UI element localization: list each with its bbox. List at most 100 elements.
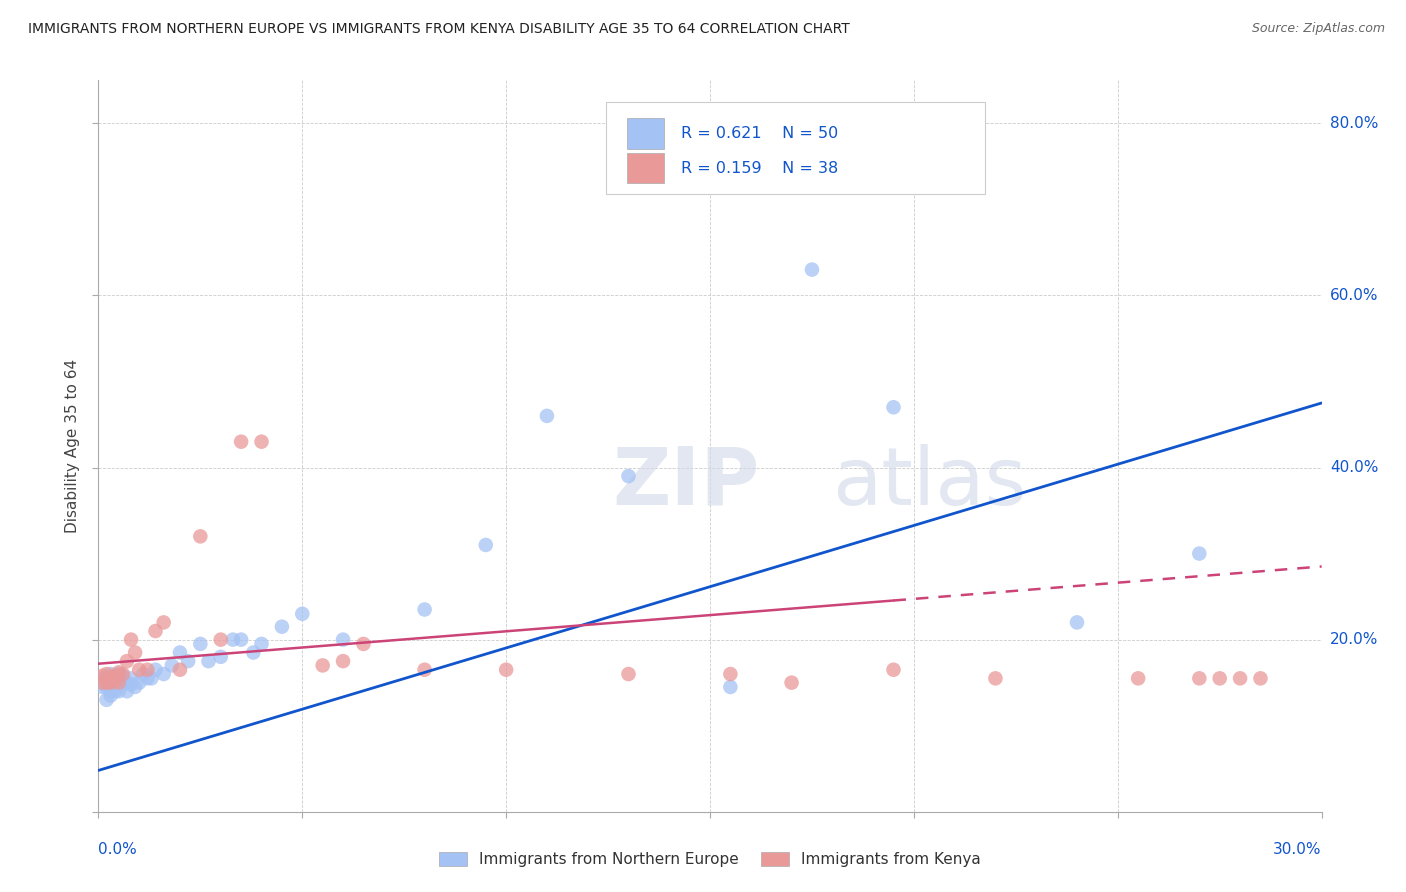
Point bbox=[128, 675, 150, 690]
Point bbox=[124, 680, 146, 694]
Point bbox=[96, 693, 118, 707]
Point bbox=[352, 637, 374, 651]
Text: 80.0%: 80.0% bbox=[1330, 116, 1378, 131]
Point bbox=[169, 646, 191, 660]
Point bbox=[222, 632, 245, 647]
Point bbox=[96, 667, 118, 681]
Point bbox=[96, 680, 118, 694]
Point bbox=[145, 624, 167, 638]
Point bbox=[120, 677, 142, 691]
Text: R = 0.159    N = 38: R = 0.159 N = 38 bbox=[681, 161, 838, 176]
Point bbox=[141, 671, 163, 685]
Point bbox=[197, 654, 219, 668]
Point bbox=[145, 663, 167, 677]
Point bbox=[108, 675, 131, 690]
Point bbox=[188, 529, 212, 543]
FancyBboxPatch shape bbox=[627, 153, 664, 184]
Point bbox=[250, 637, 273, 651]
Text: 30.0%: 30.0% bbox=[1274, 842, 1322, 857]
Point bbox=[177, 654, 200, 668]
Point bbox=[104, 684, 127, 698]
Point bbox=[1128, 671, 1150, 685]
Text: 20.0%: 20.0% bbox=[1330, 632, 1378, 647]
Point bbox=[801, 262, 824, 277]
Point bbox=[111, 669, 134, 683]
Text: atlas: atlas bbox=[832, 443, 1026, 522]
Point bbox=[231, 632, 253, 647]
Point bbox=[108, 684, 131, 698]
Legend: Immigrants from Northern Europe, Immigrants from Kenya: Immigrants from Northern Europe, Immigra… bbox=[433, 847, 987, 873]
Point bbox=[1249, 671, 1271, 685]
Point bbox=[111, 667, 134, 681]
Point bbox=[169, 663, 191, 677]
Point bbox=[231, 434, 253, 449]
Point bbox=[1209, 671, 1232, 685]
Point bbox=[115, 675, 138, 690]
Point bbox=[312, 658, 335, 673]
Point bbox=[91, 669, 114, 683]
Point bbox=[160, 658, 183, 673]
Point bbox=[883, 401, 905, 415]
Point bbox=[883, 663, 905, 677]
Point bbox=[209, 649, 232, 664]
Point bbox=[100, 684, 122, 698]
Point bbox=[96, 675, 118, 690]
Text: IMMIGRANTS FROM NORTHERN EUROPE VS IMMIGRANTS FROM KENYA DISABILITY AGE 35 TO 64: IMMIGRANTS FROM NORTHERN EUROPE VS IMMIG… bbox=[28, 22, 849, 37]
Point bbox=[128, 663, 150, 677]
FancyBboxPatch shape bbox=[606, 103, 986, 194]
Point bbox=[209, 632, 232, 647]
Point bbox=[136, 671, 159, 685]
Point bbox=[108, 665, 131, 680]
FancyBboxPatch shape bbox=[627, 119, 664, 149]
Point bbox=[413, 663, 436, 677]
Point bbox=[108, 675, 131, 690]
Point bbox=[91, 675, 114, 690]
Point bbox=[136, 663, 159, 677]
Point bbox=[104, 671, 127, 685]
Point bbox=[91, 680, 114, 694]
Point bbox=[780, 675, 803, 690]
Point bbox=[718, 680, 742, 694]
Point bbox=[332, 654, 354, 668]
Point bbox=[108, 667, 131, 681]
Point bbox=[250, 434, 273, 449]
Point bbox=[617, 667, 640, 681]
Point bbox=[100, 667, 122, 681]
Point bbox=[120, 632, 142, 647]
Point bbox=[152, 615, 174, 630]
Text: 0.0%: 0.0% bbox=[98, 842, 138, 857]
Y-axis label: Disability Age 35 to 64: Disability Age 35 to 64 bbox=[65, 359, 80, 533]
Text: 40.0%: 40.0% bbox=[1330, 460, 1378, 475]
Point bbox=[188, 637, 212, 651]
Point bbox=[100, 689, 122, 703]
Point bbox=[132, 667, 155, 681]
Point bbox=[120, 671, 142, 685]
Text: ZIP: ZIP bbox=[612, 443, 759, 522]
Point bbox=[1188, 547, 1211, 561]
Point bbox=[1229, 671, 1251, 685]
Point bbox=[115, 654, 138, 668]
Point bbox=[104, 673, 127, 688]
Text: 60.0%: 60.0% bbox=[1330, 288, 1378, 303]
Point bbox=[536, 409, 558, 423]
Point bbox=[91, 671, 114, 685]
Point bbox=[100, 675, 122, 690]
Point bbox=[100, 675, 122, 690]
Point bbox=[474, 538, 498, 552]
Point bbox=[291, 607, 314, 621]
Point bbox=[332, 632, 354, 647]
Point bbox=[984, 671, 1007, 685]
Point bbox=[111, 677, 134, 691]
Point bbox=[96, 671, 118, 685]
Point bbox=[115, 684, 138, 698]
Text: R = 0.621    N = 50: R = 0.621 N = 50 bbox=[681, 126, 838, 141]
Point bbox=[242, 646, 264, 660]
Point bbox=[270, 620, 294, 634]
Point bbox=[104, 669, 127, 683]
Point bbox=[100, 671, 122, 685]
Point bbox=[1066, 615, 1088, 630]
Point bbox=[104, 677, 127, 691]
Point bbox=[124, 646, 146, 660]
Point bbox=[1188, 671, 1211, 685]
Point bbox=[617, 469, 640, 483]
